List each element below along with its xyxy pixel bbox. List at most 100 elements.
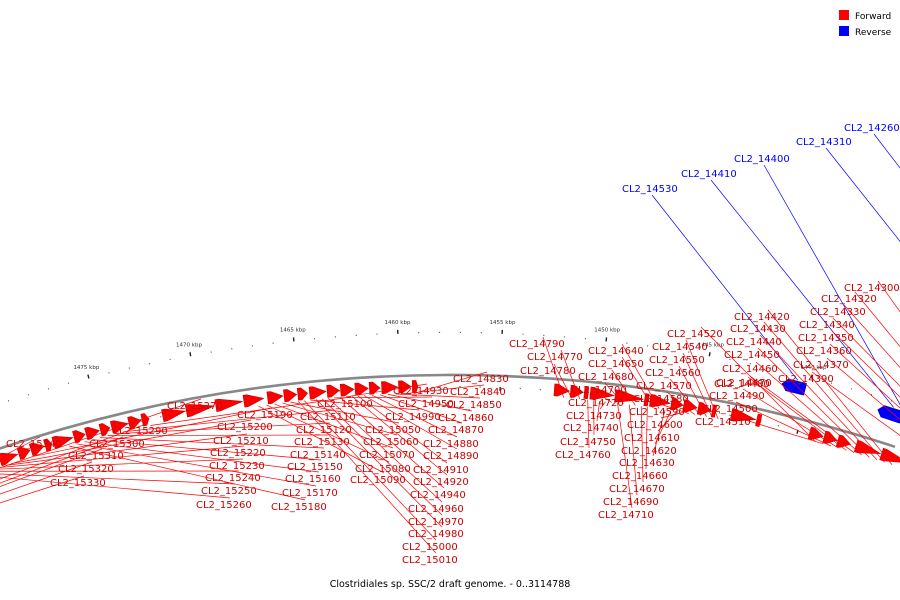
forward-gene-leader	[395, 393, 481, 399]
forward-gene-label: CL2_15220	[210, 448, 266, 459]
forward-gene-leader	[749, 375, 855, 453]
reverse-gene-arrow	[781, 378, 807, 396]
forward-gene-leader	[611, 369, 636, 406]
kbp-label: 1455 kbp	[490, 320, 516, 326]
forward-gene-leader	[0, 475, 85, 504]
forward-gene-label: CL2_14370	[793, 360, 849, 371]
forward-gene-leader	[599, 401, 606, 410]
reverse-gene-label: CL2_14400	[734, 154, 790, 165]
forward-gene-arrow	[266, 391, 284, 405]
map-title: Clostridiales sp. SSC/2 draft genome. - …	[330, 579, 571, 590]
forward-gene-label: CL2_14890	[423, 451, 479, 462]
forward-gene-label: CL2_14660	[612, 471, 668, 482]
forward-gene-label: CL2_14590	[629, 407, 685, 418]
forward-gene-label: CL2_14700	[571, 385, 627, 396]
forward-gene-leader	[379, 394, 463, 424]
forward-gene-leader	[150, 396, 352, 426]
forward-gene-arrow	[649, 394, 671, 408]
forward-gene-label: CL2_15160	[285, 474, 341, 485]
forward-gene-leader	[310, 399, 420, 411]
forward-gene-leader	[617, 403, 633, 509]
forward-gene-arrow	[98, 423, 111, 437]
forward-gene-label: CL2_15290	[112, 426, 168, 437]
forward-gene-label: CL2_14430	[730, 324, 786, 335]
forward-gene-leader	[363, 395, 458, 450]
forward-gene-arrow	[398, 380, 412, 394]
forward-gene-label: CL2_14340	[799, 320, 855, 331]
forward-gene-label: CL2_14480	[714, 379, 770, 390]
forward-gene-leader	[339, 397, 445, 489]
forward-gene-label: CL2_15180	[271, 502, 327, 513]
legend: Forward Reverse	[839, 10, 892, 38]
forward-gene-leader	[621, 356, 654, 409]
forward-gene-leader	[666, 391, 695, 415]
forward-gene-arrow	[51, 435, 74, 450]
forward-gene-label: CL2_15080	[355, 464, 411, 475]
forward-gene-leader	[645, 406, 648, 470]
forward-gene-leader	[258, 405, 385, 474]
forward-gene-arrow	[242, 394, 265, 408]
forward-gene-arrow	[214, 398, 243, 412]
forward-gene-label: CL2_14420	[734, 312, 790, 323]
legend-reverse-swatch	[839, 26, 849, 36]
forward-gene-label: CL2_14780	[520, 366, 576, 377]
forward-gene-arrow	[368, 381, 381, 395]
forward-gene-leader	[596, 400, 601, 422]
forward-gene-label: CL2_14490	[709, 391, 765, 402]
forward-gene-leader	[76, 443, 317, 487]
forward-gene-leader	[92, 439, 322, 461]
forward-gene-label: CL2_14830	[453, 374, 509, 385]
forward-gene-label: CL2_14440	[726, 337, 782, 348]
forward-gene-arrow	[354, 382, 369, 396]
forward-gene-leader	[357, 395, 448, 464]
forward-gene-label: CL2_14950	[398, 399, 454, 410]
forward-gene-leader	[0, 473, 236, 485]
forward-gene-label: CL2_14640	[588, 346, 644, 357]
forward-gene-leader	[0, 436, 124, 484]
forward-gene-label: CL2_15130	[294, 437, 350, 448]
forward-gene-label: CL2_14300	[844, 283, 900, 294]
legend-forward-label: Forward	[855, 12, 891, 22]
forward-gene-leader	[640, 406, 644, 483]
forward-gene-label: CL2_14630	[619, 458, 675, 469]
forward-gene-label: CL2_15100	[317, 399, 373, 410]
legend-forward-swatch	[839, 10, 849, 20]
forward-gene-leader	[854, 291, 900, 348]
reverse-gene-leader	[825, 147, 900, 242]
forward-gene-label: CL2_15140	[290, 450, 346, 461]
forward-gene-arrow	[0, 452, 19, 467]
forward-gene-leader	[371, 394, 458, 438]
forward-gene-arrow	[729, 408, 757, 422]
forward-gene-leader	[621, 343, 660, 409]
forward-gene-leader	[678, 365, 707, 417]
forward-gene-label: CL2_15260	[196, 500, 252, 511]
forward-gene-label: CL2_14850	[446, 400, 502, 411]
forward-gene-arrow	[807, 426, 824, 440]
forward-gene-leader	[123, 409, 335, 433]
scale-tick	[189, 352, 192, 357]
forward-gene-labels: CL2_15340 CL2_15330 CL2_15320 CL2_15310 CL2_…	[0, 280, 900, 566]
forward-gene-leader	[759, 334, 878, 461]
forward-gene-label: CL2_14790	[509, 339, 565, 350]
forward-gene-label: CL2_14330	[810, 307, 866, 318]
forward-gene-arrow	[411, 380, 419, 393]
kbp-label: 1460 kbp	[385, 320, 411, 326]
forward-gene-leader	[413, 371, 488, 394]
forward-gene-label: CL2_14560	[645, 368, 701, 379]
kbp-label: 1445 kbp	[698, 342, 724, 348]
forward-gene-arrow	[296, 387, 309, 401]
forward-gene-leader	[0, 448, 103, 487]
forward-gene-leader	[68, 445, 306, 501]
forward-gene-leader	[84, 441, 320, 473]
forward-gene-leader	[315, 399, 443, 528]
forward-gene-label: CL2_15210	[213, 436, 269, 447]
forward-gene-arrow	[283, 389, 298, 403]
reverse-gene-label: CL2_14410	[681, 169, 737, 180]
forward-gene-label: CL2_15170	[282, 488, 338, 499]
forward-gene-label: CL2_15150	[287, 462, 343, 473]
forward-gene-label: CL2_14320	[821, 294, 877, 305]
forward-gene-label: CL2_14860	[438, 413, 494, 424]
kbp-label: 1450 kbp	[594, 327, 620, 333]
forward-gene-arrow	[553, 383, 571, 397]
gene-arrow-track	[0, 380, 900, 467]
